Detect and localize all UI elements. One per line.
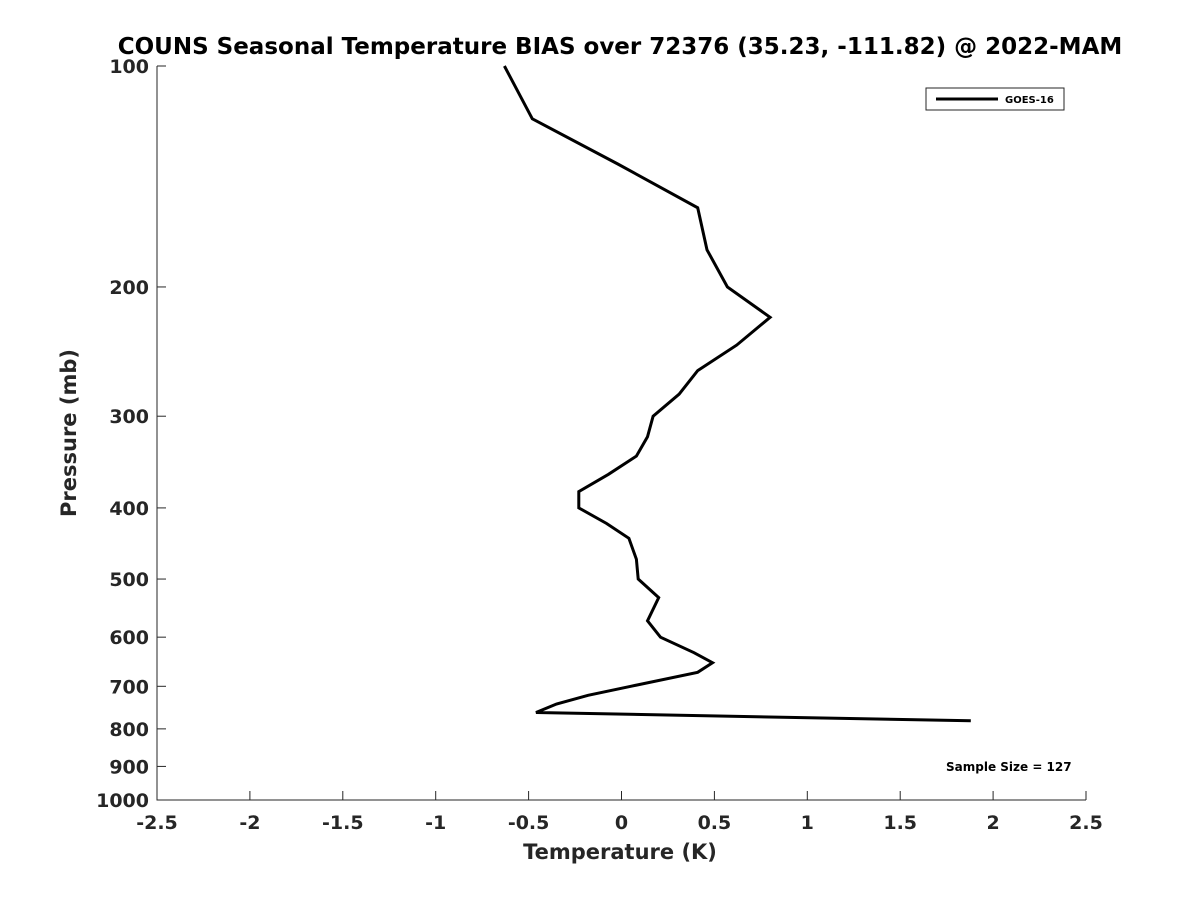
y-axis-label: Pressure (mb) <box>57 349 81 517</box>
x-tick-label: 1.5 <box>883 812 917 834</box>
y-tick-label: 1000 <box>96 790 149 812</box>
x-tick-label: 1 <box>801 812 814 834</box>
y-tick-label: 300 <box>109 406 149 428</box>
x-tick-label: -1 <box>425 812 446 834</box>
y-tick-label: 400 <box>109 498 149 520</box>
x-tick-label: -2 <box>239 812 260 834</box>
x-axis: -2.5 -2 -1.5 -1 -0.5 0 0.5 1 1.5 2 2.5 <box>136 791 1103 834</box>
chart-title: COUNS Seasonal Temperature BIAS over 723… <box>118 34 1123 60</box>
y-tick-label: 100 <box>109 56 149 78</box>
axes <box>156 66 1086 801</box>
x-axis-label: Temperature (K) <box>523 840 717 864</box>
sample-size-annotation: Sample Size = 127 <box>946 760 1072 774</box>
x-tick-label: 0 <box>615 812 628 834</box>
x-tick-label: 2.5 <box>1069 812 1103 834</box>
x-tick-label: -1.5 <box>322 812 364 834</box>
series-layer <box>503 65 971 723</box>
x-tick-label: -2.5 <box>136 812 178 834</box>
y-axis: 100 200 300 400 500 600 700 800 900 1000 <box>96 56 166 812</box>
y-tick-label: 900 <box>109 756 149 778</box>
y-tick-label: 600 <box>109 627 149 649</box>
legend-label-goes-16: GOES-16 <box>1005 95 1054 106</box>
y-tick-label: 200 <box>109 277 149 299</box>
axis-frame <box>156 66 1086 801</box>
legend: GOES-16 <box>925 87 1065 111</box>
series-line-goes-16 <box>503 65 971 723</box>
x-tick-label: -0.5 <box>508 812 550 834</box>
x-tick-label: 0.5 <box>698 812 732 834</box>
x-tick-label: 2 <box>986 812 999 834</box>
y-tick-label: 700 <box>109 676 149 698</box>
y-tick-label: 500 <box>109 569 149 591</box>
y-tick-label: 800 <box>109 719 149 741</box>
